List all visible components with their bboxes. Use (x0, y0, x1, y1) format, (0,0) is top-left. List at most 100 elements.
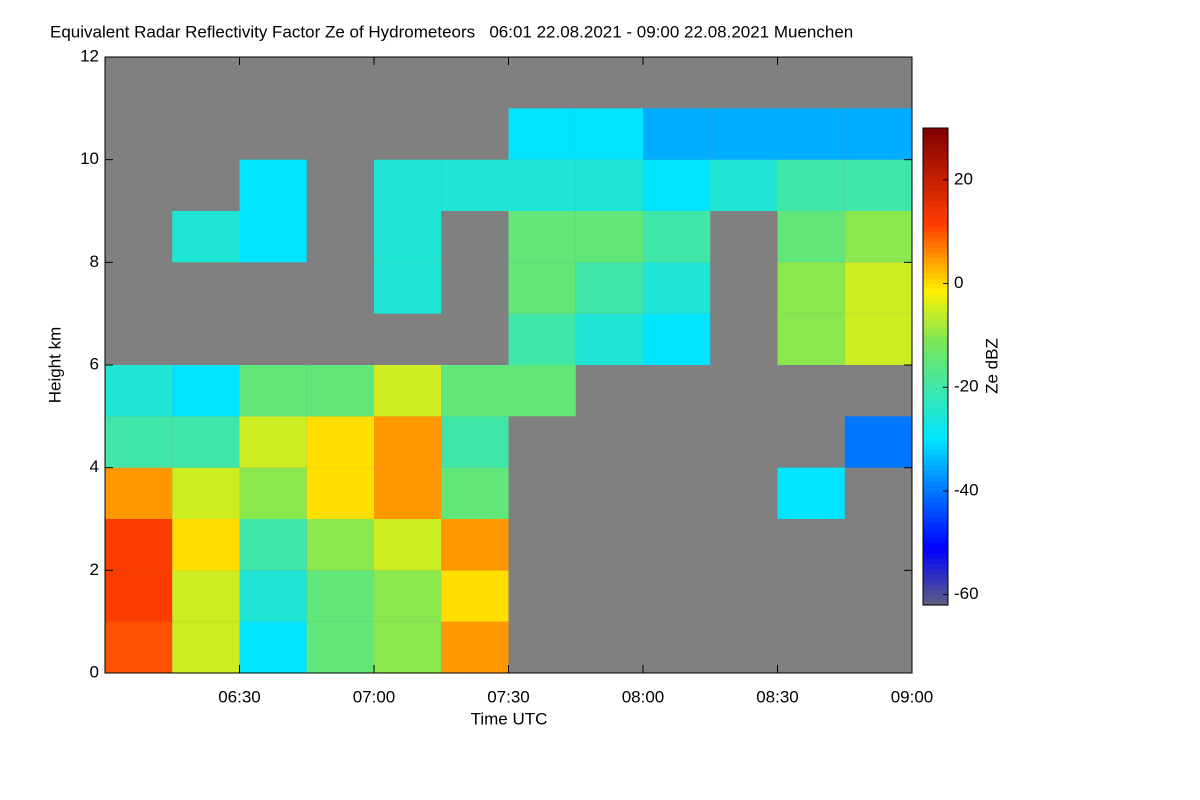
colorbar-step (923, 496, 948, 502)
heatmap-cell (508, 159, 576, 211)
colorbar-step (923, 501, 948, 508)
colorbar-step (923, 273, 948, 279)
heatmap-cell (172, 416, 240, 468)
heatmap-cell (105, 621, 173, 673)
colorbar-step (923, 371, 948, 378)
heatmap-cell (374, 365, 442, 417)
colorbar-step (923, 563, 948, 570)
colorbar-step (923, 293, 948, 300)
heatmap-cell (105, 467, 173, 519)
colorbar-step (923, 490, 948, 497)
colorbar-step (923, 236, 948, 243)
heatmap-cell (575, 211, 643, 263)
colorbar-step (923, 242, 948, 248)
colorbar-step (923, 433, 948, 440)
x-tick-label: 07:00 (353, 687, 396, 706)
heatmap-cell (777, 467, 845, 519)
heatmap-cell (374, 570, 442, 622)
colorbar-step (923, 470, 948, 476)
colorbar-step (923, 439, 948, 445)
heatmap-cell (172, 621, 240, 673)
colorbar-step (923, 325, 948, 331)
heatmap-cell (306, 467, 374, 519)
colorbar-step (923, 226, 948, 233)
colorbar-step (923, 382, 948, 388)
colorbar-step (923, 527, 948, 534)
colorbar-step (923, 459, 948, 466)
heatmap-cell (643, 159, 711, 211)
colorbar-step (923, 190, 948, 197)
colorbar-step (923, 387, 948, 394)
heatmap-cell (710, 108, 778, 160)
colorbar-step (923, 532, 948, 539)
colorbar-step (923, 553, 948, 559)
colorbar-step (923, 330, 948, 336)
colorbar-step (923, 314, 948, 321)
heatmap-cell (105, 570, 173, 622)
colorbar-step (923, 506, 948, 513)
heatmap-cell (105, 519, 173, 571)
colorbar-step (923, 257, 948, 264)
heatmap-cell (239, 621, 307, 673)
heatmap-cell (441, 519, 509, 571)
colorbar-step (923, 153, 948, 160)
heatmap-cell (710, 159, 778, 211)
colorbar-step (923, 407, 948, 414)
heatmap-cell (844, 159, 912, 211)
heatmap-cell (239, 467, 307, 519)
heatmap-cell (239, 519, 307, 571)
heatmap-cell (777, 108, 845, 160)
heatmap-cell (239, 211, 307, 263)
colorbar-frame (922, 127, 949, 606)
colorbar-step (923, 423, 948, 430)
colorbar-step (923, 164, 948, 171)
colorbar-step (923, 205, 948, 212)
x-tick-label: 08:00 (622, 687, 665, 706)
colorbar-step (923, 449, 948, 456)
colorbar-step (923, 573, 948, 580)
colorbar-step (923, 594, 948, 601)
heatmap-cell (105, 365, 173, 417)
heatmap-cell (508, 262, 576, 314)
heatmap-cell (374, 211, 442, 263)
heatmap-cell (844, 211, 912, 263)
colorbar-step (923, 345, 948, 352)
y-axis-label: Height km (45, 327, 64, 404)
colorbar-step (923, 516, 948, 523)
colorbar-step (923, 361, 948, 368)
heatmap-cell (441, 416, 509, 468)
colorbar-step (923, 444, 948, 451)
colorbar-step (923, 599, 948, 606)
heatmap-cell (575, 262, 643, 314)
colorbar-step (923, 454, 948, 461)
colorbar-tick-label: 20 (954, 169, 973, 188)
colorbar-step (923, 231, 948, 238)
heatmap-cell (777, 211, 845, 263)
colorbar-step (923, 335, 948, 342)
heatmap-cell (172, 365, 240, 417)
heatmap-cell (374, 159, 442, 211)
colorbar-step (923, 376, 948, 383)
colorbar-step (923, 542, 948, 549)
colorbar-step (923, 159, 948, 165)
x-tick-label: 06:30 (218, 687, 261, 706)
heatmap-cell (374, 519, 442, 571)
heatmap-cell (306, 621, 374, 673)
heatmap-cell (441, 570, 509, 622)
heatmap-cell (239, 159, 307, 211)
heatmap-cell (643, 108, 711, 160)
colorbar-step (923, 402, 948, 409)
heatmap-cell (374, 262, 442, 314)
colorbar-step (923, 511, 948, 518)
heatmap-cell (441, 621, 509, 673)
heatmap-cell (508, 211, 576, 263)
heatmap-cell (374, 621, 442, 673)
heatmap-cell (374, 467, 442, 519)
heatmap-cell (441, 365, 509, 417)
chart-title: Equivalent Radar Reflectivity Factor Ze … (50, 22, 853, 41)
colorbar-tick-label: -20 (954, 377, 979, 396)
colorbar-step (923, 252, 948, 259)
heatmap-cell (306, 416, 374, 468)
heatmap-cell (844, 313, 912, 365)
